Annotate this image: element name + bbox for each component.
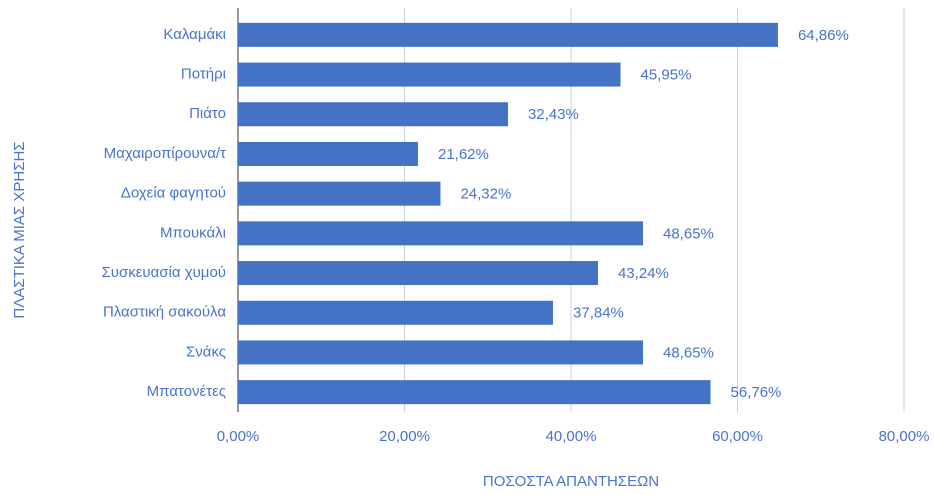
y-tick-label: Πλαστική σακούλα: [103, 304, 226, 321]
x-axis-title: ΠΟΣΟΣΤΑ ΑΠΑΝΤΗΣΕΩΝ: [483, 473, 659, 490]
x-tick-label: 0,00%: [217, 428, 260, 445]
bar: [238, 141, 418, 166]
bar: [238, 62, 621, 87]
x-tick-label: 40,00%: [546, 428, 597, 445]
value-label: 21,62%: [438, 146, 489, 163]
y-tick-label: Σνάκς: [186, 343, 226, 360]
bar: [238, 221, 644, 246]
bar: [238, 261, 598, 286]
value-label: 37,84%: [573, 305, 624, 322]
bar: [238, 181, 441, 206]
value-label: 56,76%: [731, 384, 782, 401]
value-label: 24,32%: [460, 186, 511, 203]
y-tick-label: Μπουκάλι: [160, 224, 226, 241]
y-tick-label: Δοχεία φαγητού: [121, 185, 226, 202]
y-tick-label: Μπατονέτες: [147, 383, 226, 400]
bar: [238, 22, 778, 47]
value-label: 43,24%: [618, 265, 669, 282]
y-tick-label: Ποτήρι: [181, 66, 226, 83]
bar: [238, 300, 554, 325]
y-tick-label: Μαχαιροπίρουνα/τ: [104, 145, 226, 162]
value-label: 48,65%: [663, 225, 714, 242]
value-label: 45,95%: [641, 67, 692, 84]
y-tick-label: Καλαμάκι: [163, 26, 226, 43]
x-tick-label: 80,00%: [879, 428, 930, 445]
x-tick-label: 20,00%: [379, 428, 430, 445]
y-axis-title: ΠΛΑΣΤΙΚΑ ΜΙΑΣ ΧΡΗΣΗΣ: [11, 141, 28, 318]
bar: [238, 102, 508, 127]
bar: [238, 340, 644, 365]
x-tick-label: 60,00%: [712, 428, 763, 445]
value-label: 64,86%: [798, 27, 849, 44]
bar: [238, 380, 711, 405]
y-tick-label: Συσκευασία χυμού: [102, 264, 227, 281]
value-label: 48,65%: [663, 344, 714, 361]
value-label: 32,43%: [528, 106, 579, 123]
y-tick-label: Πιάτο: [189, 105, 226, 122]
